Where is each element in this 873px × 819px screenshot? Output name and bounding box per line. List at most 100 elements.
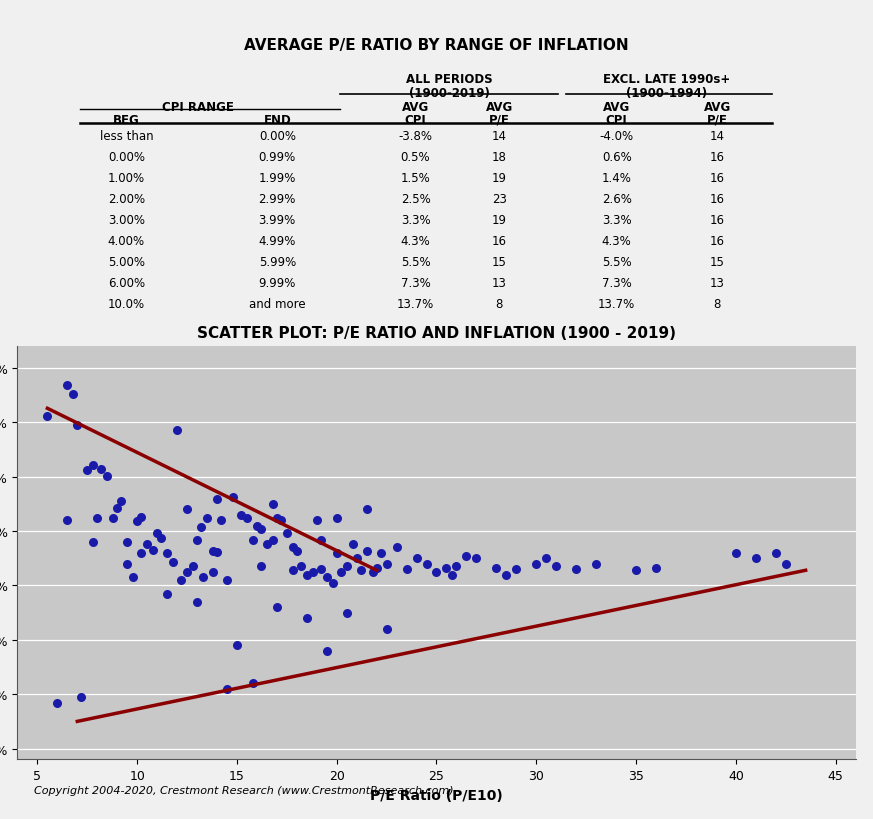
Text: 19: 19	[491, 172, 507, 184]
Point	[320, 645, 333, 658]
Text: 0.99%: 0.99%	[258, 151, 296, 164]
Point	[320, 571, 333, 584]
Text: CPI: CPI	[405, 113, 426, 126]
Point	[186, 559, 200, 572]
Point	[439, 562, 453, 575]
Point	[194, 521, 208, 534]
Point	[141, 538, 155, 551]
Point	[190, 595, 204, 609]
Point	[294, 559, 308, 572]
Title: SCATTER PLOT: P/E RATIO AND INFLATION (1900 - 2019): SCATTER PLOT: P/E RATIO AND INFLATION (1…	[197, 325, 676, 340]
Point	[40, 410, 54, 423]
Text: -4.0%: -4.0%	[600, 129, 634, 143]
Point	[110, 502, 124, 515]
Text: 16: 16	[710, 234, 725, 247]
Point	[206, 545, 220, 558]
Point	[120, 536, 134, 549]
Text: 16: 16	[491, 234, 507, 247]
Point	[80, 464, 94, 477]
Text: 6.00%: 6.00%	[108, 277, 145, 289]
Text: and more: and more	[249, 297, 306, 310]
Point	[134, 511, 148, 524]
Point	[170, 424, 184, 437]
Text: 5.99%: 5.99%	[258, 256, 296, 269]
Point	[360, 545, 374, 558]
Text: AVG: AVG	[603, 101, 630, 114]
Text: 15: 15	[710, 256, 725, 269]
Point	[330, 512, 344, 525]
Point	[160, 588, 174, 601]
Point	[380, 558, 394, 571]
Point	[779, 558, 793, 571]
Point	[250, 519, 264, 532]
Point	[74, 691, 88, 704]
Text: (1900-1994): (1900-1994)	[627, 87, 707, 100]
Point	[200, 512, 214, 525]
Point	[749, 552, 763, 565]
Point	[127, 571, 141, 584]
Point	[246, 677, 260, 690]
Text: AVG: AVG	[402, 101, 430, 114]
Point	[180, 503, 194, 516]
Point	[350, 552, 364, 565]
Point	[51, 696, 65, 709]
Text: 14: 14	[710, 129, 725, 143]
Text: 10.0%: 10.0%	[108, 297, 145, 310]
Point	[210, 545, 224, 559]
Point	[94, 463, 108, 476]
Text: END: END	[264, 113, 291, 126]
Point	[346, 538, 360, 551]
Point	[299, 612, 313, 625]
Text: 19: 19	[491, 214, 507, 227]
Text: 3.99%: 3.99%	[258, 214, 296, 227]
Point	[214, 514, 228, 527]
Point	[340, 606, 354, 619]
Point	[333, 566, 347, 579]
Point	[499, 568, 513, 581]
Point	[354, 564, 368, 577]
Point	[459, 550, 473, 563]
Point	[71, 419, 85, 432]
Point	[549, 559, 563, 572]
Text: AVERAGE P/E RATIO BY RANGE OF INFLATION: AVERAGE P/E RATIO BY RANGE OF INFLATION	[244, 38, 629, 53]
Point	[180, 566, 194, 579]
Point	[313, 534, 327, 547]
Point	[86, 536, 100, 549]
Text: 0.6%: 0.6%	[601, 151, 631, 164]
Text: 14: 14	[491, 129, 507, 143]
Point	[280, 527, 294, 541]
Point	[220, 682, 234, 695]
Text: ALL PERIODS: ALL PERIODS	[406, 73, 492, 86]
Text: CPI RANGE: CPI RANGE	[162, 101, 234, 114]
Point	[230, 639, 244, 652]
Point	[509, 563, 523, 576]
Text: 1.4%: 1.4%	[601, 172, 632, 184]
Point	[86, 459, 100, 472]
Text: 13.7%: 13.7%	[598, 297, 636, 310]
Text: EXCL. LATE 1990s+: EXCL. LATE 1990s+	[603, 73, 731, 86]
Point	[274, 514, 288, 527]
Point	[285, 564, 299, 577]
Point	[226, 491, 240, 505]
Text: 4.3%: 4.3%	[401, 234, 430, 247]
Point	[769, 546, 783, 559]
Text: 8: 8	[496, 297, 503, 310]
Text: 5.00%: 5.00%	[108, 256, 145, 269]
Point	[389, 541, 403, 554]
Text: AVG: AVG	[704, 101, 731, 114]
Point	[134, 546, 148, 559]
Point	[420, 558, 434, 571]
Text: 16: 16	[710, 192, 725, 206]
Text: P/E: P/E	[489, 113, 510, 126]
Text: 1.00%: 1.00%	[108, 172, 145, 184]
Text: CPI: CPI	[606, 113, 628, 126]
Text: 3.00%: 3.00%	[108, 214, 145, 227]
Text: 16: 16	[710, 214, 725, 227]
Text: 5.5%: 5.5%	[601, 256, 631, 269]
Text: 0.00%: 0.00%	[108, 151, 145, 164]
Point	[114, 495, 128, 508]
Point	[470, 552, 484, 565]
Point	[90, 512, 104, 525]
Point	[589, 558, 603, 571]
Text: 18: 18	[491, 151, 507, 164]
